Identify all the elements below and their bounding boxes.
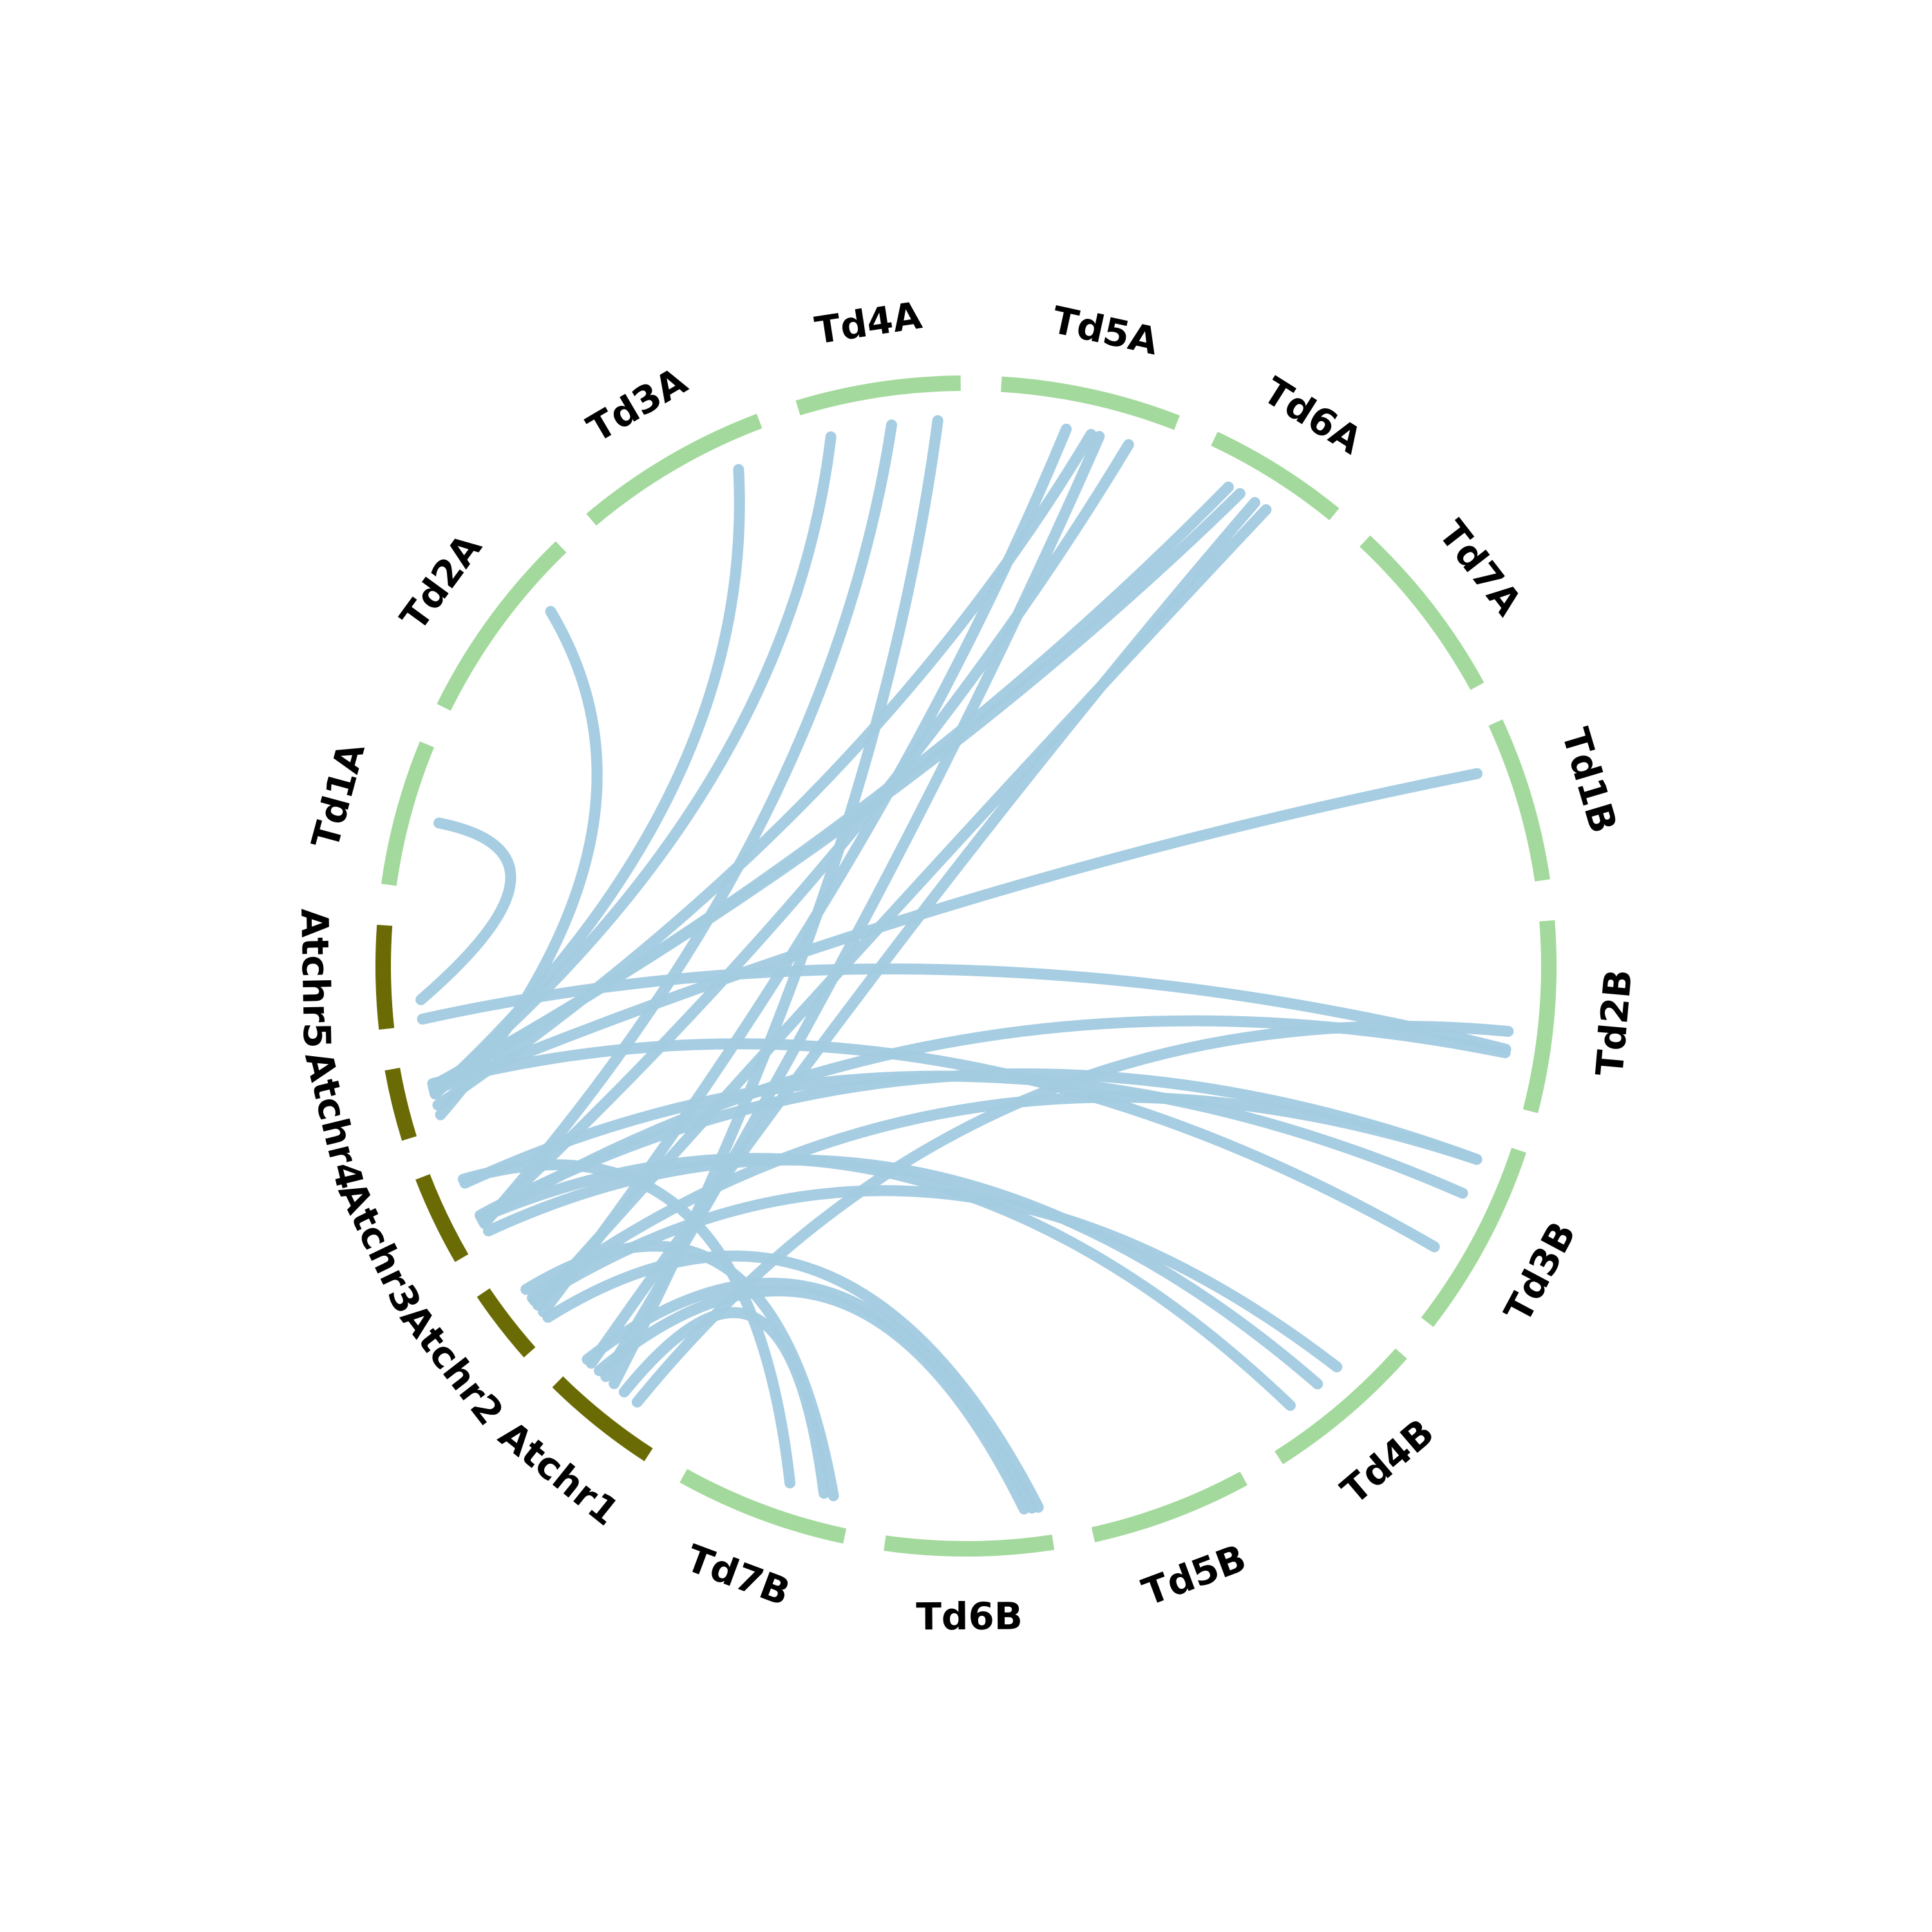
chromosome-label-td4a: Td4A (812, 293, 925, 352)
synteny-link (538, 423, 1072, 1318)
synteny-link (415, 817, 516, 1005)
synteny-link (478, 419, 897, 1229)
synteny-link (618, 1307, 830, 1499)
chromosome-arc-td4a (795, 375, 961, 415)
chromosome-arc-td6a (1211, 431, 1340, 520)
synteny-link (417, 963, 1511, 1055)
synteny-link (429, 431, 837, 1098)
chromosome-arc-td3b (1421, 1148, 1526, 1327)
chromosome-label-td6a: Td6A (1256, 368, 1370, 462)
synteny-link (428, 768, 1483, 1096)
chromosome-label-td4b: Td4B (1332, 1410, 1442, 1513)
synteny-links (415, 415, 1514, 1515)
synteny-link (529, 1185, 1343, 1373)
chromosome-label-td1b: Td1B (1553, 723, 1625, 838)
chromosome-label-atchr4: Atchr4 (296, 1047, 372, 1193)
chromosome-arc-atchr5 (375, 924, 395, 1030)
chromosome-label-td6b: Td6B (916, 1595, 1023, 1639)
chromosome-label-td2b: Td2B (1587, 967, 1640, 1077)
chromosome-label-atchr3: Atchr3 (330, 1175, 430, 1320)
chromosome-label-td7b: Td7B (681, 1536, 796, 1615)
synteny-link (594, 1285, 1030, 1515)
synteny-link (527, 1092, 1482, 1303)
chromosome-label-td1a: Td1A (303, 738, 374, 853)
synteny-link (459, 1070, 1468, 1199)
chromosome-label-td7a: Td7A (1430, 512, 1531, 623)
chromosome-arc-atchr1 (552, 1376, 653, 1462)
synteny-link (482, 1154, 1323, 1390)
chromosome-arc-td7b (679, 1469, 847, 1544)
chromosome-label-atchr5: Atchr5 (292, 908, 339, 1049)
chromosome-arc-td4b (1274, 1348, 1407, 1464)
chromosome-arc-td3a (586, 413, 762, 526)
synteny-link (582, 1278, 1037, 1514)
chromosome-arcs (375, 375, 1557, 1557)
chromosome-arc-atchr4 (384, 1067, 417, 1141)
synteny-link (457, 1159, 796, 1489)
chromosome-arc-td1a (381, 741, 435, 886)
synteny-link (585, 497, 1260, 1369)
chromosome-arc-td7a (1359, 535, 1484, 690)
chromosome-label-td5a: Td5A (1048, 298, 1162, 363)
chromosome-arc-td2b (1522, 920, 1557, 1113)
chromosome-arc-td5a (1001, 376, 1180, 430)
chromosome-arc-td1b (1488, 719, 1551, 882)
chromosome-label-td3b: Td3B (1495, 1215, 1584, 1329)
chromosome-label-td5b: Td5B (1137, 1536, 1252, 1615)
chromosome-arc-td6b (884, 1534, 1055, 1557)
synteny-link (542, 1250, 1044, 1513)
chromosome-label-td3a: Td3A (580, 359, 694, 451)
chromosome-label-td2a: Td2A (392, 526, 490, 638)
chromosome-arc-atchr3 (415, 1174, 469, 1262)
chromosome-arc-td2a (437, 541, 567, 711)
chromosome-arc-td5b (1091, 1472, 1247, 1542)
synteny-link (427, 1038, 1440, 1253)
chromosome-arc-atchr2 (477, 1288, 536, 1358)
